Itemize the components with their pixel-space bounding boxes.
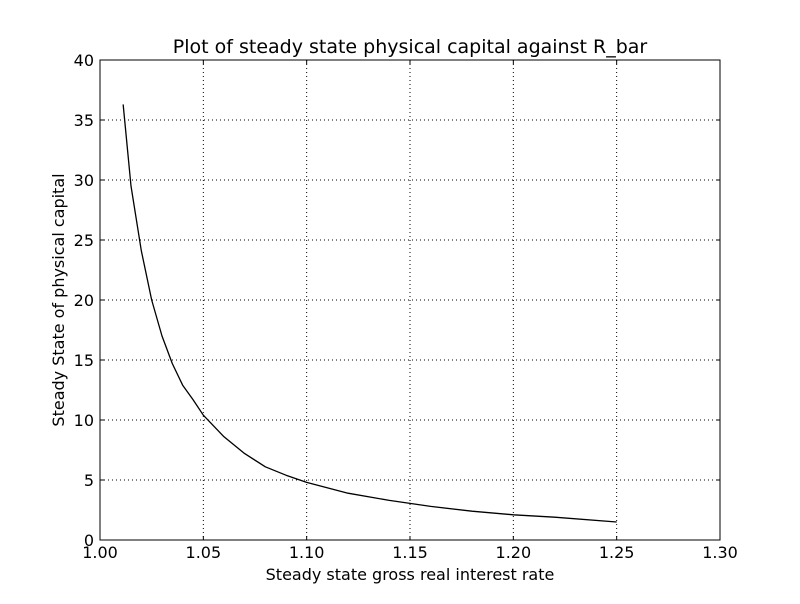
x-tick-label: 1.25 [599, 543, 635, 562]
series-line [122, 104, 617, 523]
y-tick-label: 0 [84, 531, 94, 550]
y-tick-label: 20 [74, 291, 94, 310]
x-tick-label: 1.00 [82, 543, 118, 562]
y-tick-label: 40 [74, 51, 94, 70]
grid [100, 60, 720, 540]
y-tick-label: 35 [74, 111, 94, 130]
y-tick-label: 30 [74, 171, 94, 190]
chart-title: Plot of steady state physical capital ag… [173, 36, 648, 58]
y-tick-label: 25 [74, 231, 94, 250]
x-tick-label: 1.20 [496, 543, 532, 562]
x-tick-label: 1.05 [186, 543, 222, 562]
x-axis-label: Steady state gross real interest rate [266, 565, 555, 584]
tick-labels: 1.00 1.05 1.10 1.15 1.20 1.25 1.30 0 5 10 15 20 25 30… [74, 51, 738, 562]
series-layer [122, 104, 617, 523]
x-tick-label: 1.15 [392, 543, 428, 562]
y-tick-label: 10 [74, 411, 94, 430]
y-tick-label: 15 [74, 351, 94, 370]
y-axis-label: Steady State of physical capital [49, 173, 68, 426]
ticks [99, 59, 721, 541]
x-tick-label: 1.10 [289, 543, 325, 562]
y-tick-label: 5 [84, 471, 94, 490]
x-tick-label: 1.30 [702, 543, 738, 562]
